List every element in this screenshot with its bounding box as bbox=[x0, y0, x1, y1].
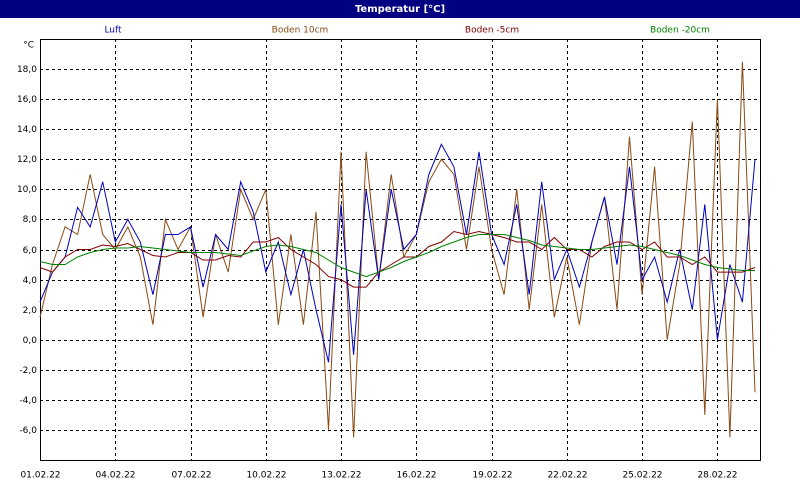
y-tick-label: 14,0 bbox=[17, 125, 37, 135]
y-tick-label: -2,0 bbox=[19, 366, 37, 376]
y-tick-label: 8,0 bbox=[23, 215, 38, 225]
y-tick-label: 18,0 bbox=[17, 65, 37, 75]
x-tick-label: 22.02.22 bbox=[547, 471, 587, 481]
x-tick-label: 16.02.22 bbox=[396, 471, 436, 481]
y-tick-label: 10,0 bbox=[17, 185, 37, 195]
y-tick-label: 6,0 bbox=[23, 246, 38, 256]
x-tick-label: 07.02.22 bbox=[171, 471, 211, 481]
y-tick-label: 12,0 bbox=[17, 155, 37, 165]
x-tick-label: 25.02.22 bbox=[622, 471, 662, 481]
y-tick-label: -6,0 bbox=[19, 426, 37, 436]
x-tick-label: 13.02.22 bbox=[321, 471, 361, 481]
legend-entry: Boden -5cm bbox=[465, 26, 519, 36]
y-tick-label: 2,0 bbox=[23, 306, 38, 316]
x-tick-label: 04.02.22 bbox=[95, 471, 135, 481]
series-line bbox=[39, 143, 756, 363]
series-line bbox=[39, 234, 755, 278]
x-tick-label: 01.02.22 bbox=[20, 471, 60, 481]
chart-title: Temperatur [°C] bbox=[355, 4, 445, 15]
y-tick-label: 16,0 bbox=[17, 95, 37, 105]
x-tick-label: 19.02.22 bbox=[472, 471, 512, 481]
series-line bbox=[39, 61, 756, 438]
y-tick-label: 0,0 bbox=[23, 336, 38, 346]
legend-entry: Luft bbox=[104, 26, 122, 36]
legend-entry: Boden 10cm bbox=[272, 26, 329, 36]
title-bar bbox=[0, 0, 800, 18]
x-tick-label: 28.02.22 bbox=[697, 471, 737, 481]
y-unit: °C bbox=[23, 41, 34, 51]
y-tick-label: -4,0 bbox=[19, 396, 37, 406]
legend-entry: Boden -20cm bbox=[650, 26, 710, 36]
x-tick-label: 10.02.22 bbox=[246, 471, 286, 481]
y-tick-label: 4,0 bbox=[23, 276, 38, 286]
